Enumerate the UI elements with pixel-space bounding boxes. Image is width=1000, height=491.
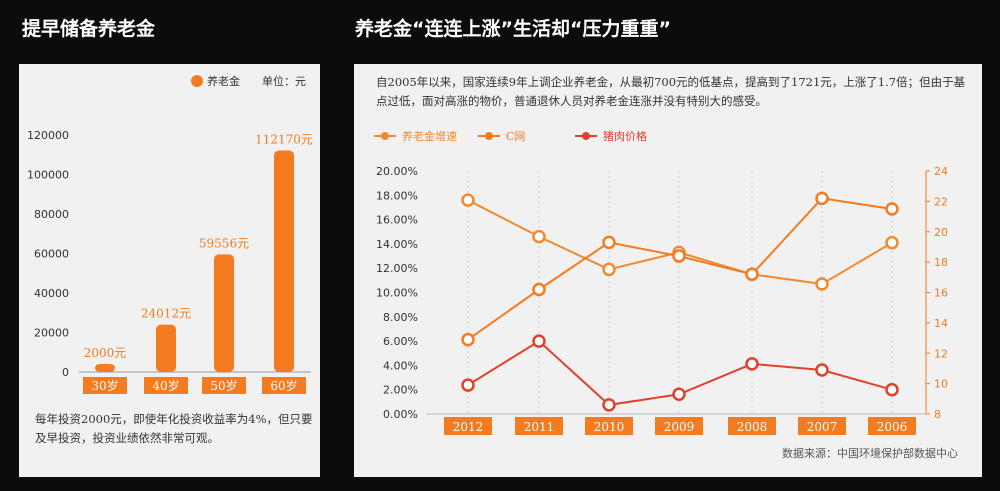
right-chart-title: 养老金“连连上涨”生活却“压力重重” — [355, 18, 671, 40]
category-tag — [655, 417, 703, 435]
category-tag — [144, 377, 188, 394]
legend-pension-label: 养老金 — [207, 74, 240, 88]
x-tick-label: 40岁 — [152, 378, 179, 393]
left-y-tick-label: 6.00% — [383, 335, 418, 348]
right-y-tick-label: 18 — [934, 256, 948, 269]
y-tick-label: 20000 — [34, 327, 69, 340]
category-tag — [262, 377, 306, 394]
x-tick-label: 60岁 — [270, 378, 297, 393]
bar-value-label: 24012元 — [141, 307, 191, 321]
series-point — [815, 363, 829, 377]
category-tag — [83, 377, 127, 394]
left-y-tick-label: 16.00% — [376, 214, 418, 227]
series-point — [885, 235, 899, 250]
series-point — [745, 267, 759, 282]
left-y-tick-label: 18.00% — [376, 189, 418, 202]
series-point — [461, 332, 475, 347]
bar-value-label: 112170元 — [255, 132, 313, 146]
legend-marker — [381, 132, 389, 140]
category-tag — [585, 417, 633, 435]
category-tag — [728, 417, 776, 435]
left-chart-title: 提早储备养老金 — [22, 18, 156, 40]
series-point — [602, 235, 616, 250]
left-y-tick-label: 20.00% — [376, 165, 418, 178]
right-y-tick-label: 16 — [934, 287, 948, 300]
legend-label: 养老金增速 — [402, 129, 457, 143]
legend-label: C网 — [506, 130, 525, 143]
series-point — [461, 378, 475, 392]
unit-label: 单位：元 — [262, 74, 306, 88]
legend-pension-marker — [191, 75, 203, 87]
series-point — [815, 277, 829, 291]
bar — [156, 324, 176, 372]
x-tick-label: 2009 — [664, 420, 695, 434]
right-y-tick-label: 12 — [934, 347, 948, 360]
series-point — [602, 262, 616, 277]
pension-description: 自2005年以来，国家连续9年上调企业养老金，从最初700元的低基点，提高到了1… — [376, 75, 966, 108]
y-tick-label: 0 — [62, 366, 69, 379]
trend-line-chart: 养老金增速 C网 猪肉价格 0.00% 2.00% 4.00% 6.00% 8.00% 10.0… — [374, 129, 948, 435]
bar — [274, 150, 294, 372]
series-point — [745, 357, 759, 371]
category-tag — [202, 377, 246, 394]
x-tick-label: 2006 — [877, 420, 908, 434]
right-y-tick-label: 8 — [934, 408, 941, 421]
x-tick-label: 2007 — [807, 420, 838, 434]
series-point — [885, 202, 899, 216]
x-tick-label: 2012 — [453, 420, 484, 434]
pension-savings-panel: 养老金 单位：元 0 20000 40000 60000 80000 100000 120000… — [19, 64, 320, 477]
right-y-tick-label: 24 — [934, 165, 948, 178]
bar — [95, 364, 115, 372]
legend-marker — [582, 132, 590, 140]
series-point — [672, 387, 686, 402]
right-y-tick-label: 22 — [934, 195, 948, 208]
series-point — [885, 382, 899, 397]
x-tick-label: 2008 — [737, 420, 768, 434]
right-y-tick-label: 14 — [934, 317, 948, 330]
left-y-tick-label: 2.00% — [383, 384, 418, 397]
series-point — [461, 193, 475, 207]
left-y-tick-label: 4.00% — [383, 359, 418, 372]
series-point — [532, 334, 546, 348]
category-tag — [798, 417, 846, 435]
legend-marker — [485, 132, 493, 140]
series-point — [672, 249, 686, 263]
pension-bar-chart: 养老金 单位：元 0 20000 40000 60000 80000 100000 120000… — [27, 74, 313, 394]
bar-value-label: 59556元 — [199, 236, 249, 250]
series-line — [467, 197, 893, 341]
data-source: 数据来源：中国环境保护部数据中心 — [782, 447, 958, 460]
series-point — [532, 229, 546, 244]
left-y-tick-label: 10.00% — [376, 287, 418, 300]
left-y-tick-label: 0.00% — [383, 408, 418, 421]
y-tick-label: 40000 — [34, 287, 69, 300]
category-tag — [868, 417, 916, 435]
x-tick-label: 30岁 — [91, 378, 118, 393]
series-point — [602, 398, 616, 412]
x-tick-label: 2010 — [594, 420, 625, 434]
category-tag — [515, 417, 563, 435]
x-tick-label: 2011 — [524, 420, 555, 434]
bar-value-label: 2000元 — [84, 346, 127, 360]
series-line — [467, 199, 893, 286]
y-tick-label: 120000 — [27, 129, 69, 142]
left-y-tick-label: 8.00% — [383, 311, 418, 324]
left-y-tick-label: 14.00% — [376, 238, 418, 251]
y-tick-label: 100000 — [27, 169, 69, 182]
savings-description: 每年投资2000元，即使年化投资收益率为4%，但只要及早投资，投资业绩依然非常可… — [35, 412, 313, 445]
x-tick-label: 50岁 — [210, 378, 237, 393]
y-tick-label: 60000 — [34, 248, 69, 261]
series-point — [815, 191, 829, 206]
right-y-tick-label: 20 — [934, 226, 948, 239]
left-y-tick-label: 12.00% — [376, 262, 418, 275]
bar — [214, 254, 234, 372]
series-point — [532, 282, 546, 297]
legend-label: 猪肉价格 — [603, 129, 647, 143]
right-y-tick-label: 10 — [934, 378, 948, 391]
category-tag — [444, 417, 492, 435]
pension-vs-prices-panel: 自2005年以来，国家连续9年上调企业养老金，从最初700元的低基点，提高到了1… — [354, 64, 982, 477]
y-tick-label: 80000 — [34, 208, 69, 221]
